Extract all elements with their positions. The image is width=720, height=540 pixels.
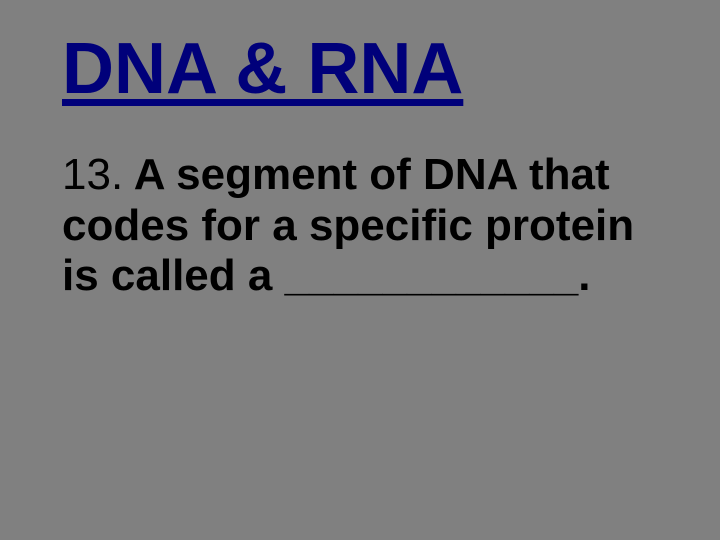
question-number: 13. — [62, 150, 123, 199]
slide-title: DNA & RNA — [62, 28, 670, 110]
question-text: A segment of DNA that codes for a specif… — [62, 150, 634, 300]
question-block: 13. A segment of DNA that codes for a sp… — [62, 150, 670, 302]
